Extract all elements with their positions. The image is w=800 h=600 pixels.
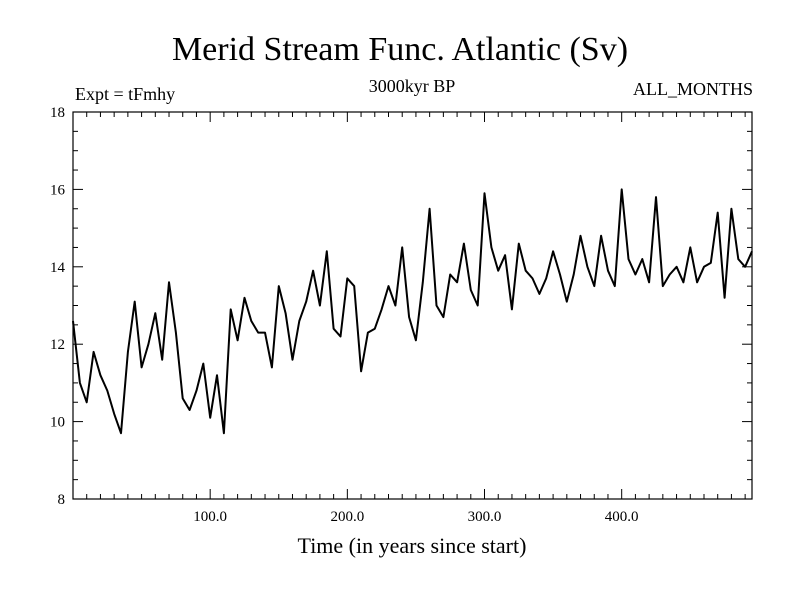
y-tick-label: 16 — [50, 182, 66, 198]
x-axis-label: Time (in years since start) — [297, 533, 527, 558]
plot-frame — [72, 111, 753, 500]
y-tick-label: 10 — [50, 415, 65, 431]
x-tick-label: 100.0 — [193, 509, 227, 525]
tick-labels: 100.0 200.0 300.0 400.0 8 10 12 14 16 18 — [50, 105, 639, 525]
y-tick-label: 8 — [58, 492, 66, 508]
y-tick-label: 14 — [50, 260, 66, 276]
chart-title: Merid Stream Func. Atlantic (Sv) — [171, 31, 629, 68]
x-tick-label: 300.0 — [468, 509, 502, 525]
months-label: ALL_MONTHS — [633, 79, 753, 99]
major-ticks — [73, 111, 752, 500]
x-tick-label: 200.0 — [330, 509, 364, 525]
series-line — [72, 188, 753, 435]
minor-ticks — [73, 112, 752, 499]
experiment-label: Expt = tFmhy — [75, 84, 176, 104]
x-tick-label: 400.0 — [605, 509, 639, 525]
chart-subtitle: 3000kyr BP — [368, 76, 456, 96]
y-tick-label: 18 — [50, 105, 65, 121]
y-tick-label: 12 — [50, 337, 65, 353]
